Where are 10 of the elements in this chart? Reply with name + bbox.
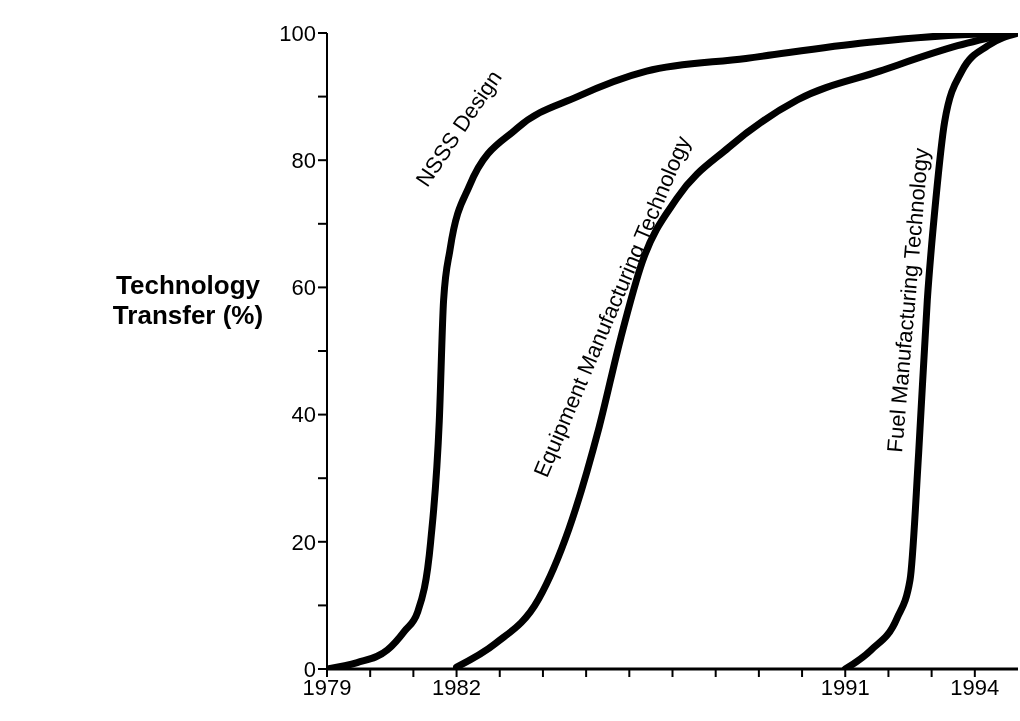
text: Fuel Manufacturing Technology [882,146,934,454]
x-tick-label: 1994 [950,674,1000,700]
x-tick-label: 1982 [432,674,482,700]
y-tick-label: 40 [291,402,316,428]
y-tick-label: 20 [291,529,316,555]
y-tick-label: 80 [291,148,316,174]
y-tick-label: 100 [279,20,316,46]
x-tick-label: 1991 [820,674,870,700]
y-tick-label: 60 [291,275,316,301]
y-axis-title: Technology Transfer (%) [111,270,265,330]
